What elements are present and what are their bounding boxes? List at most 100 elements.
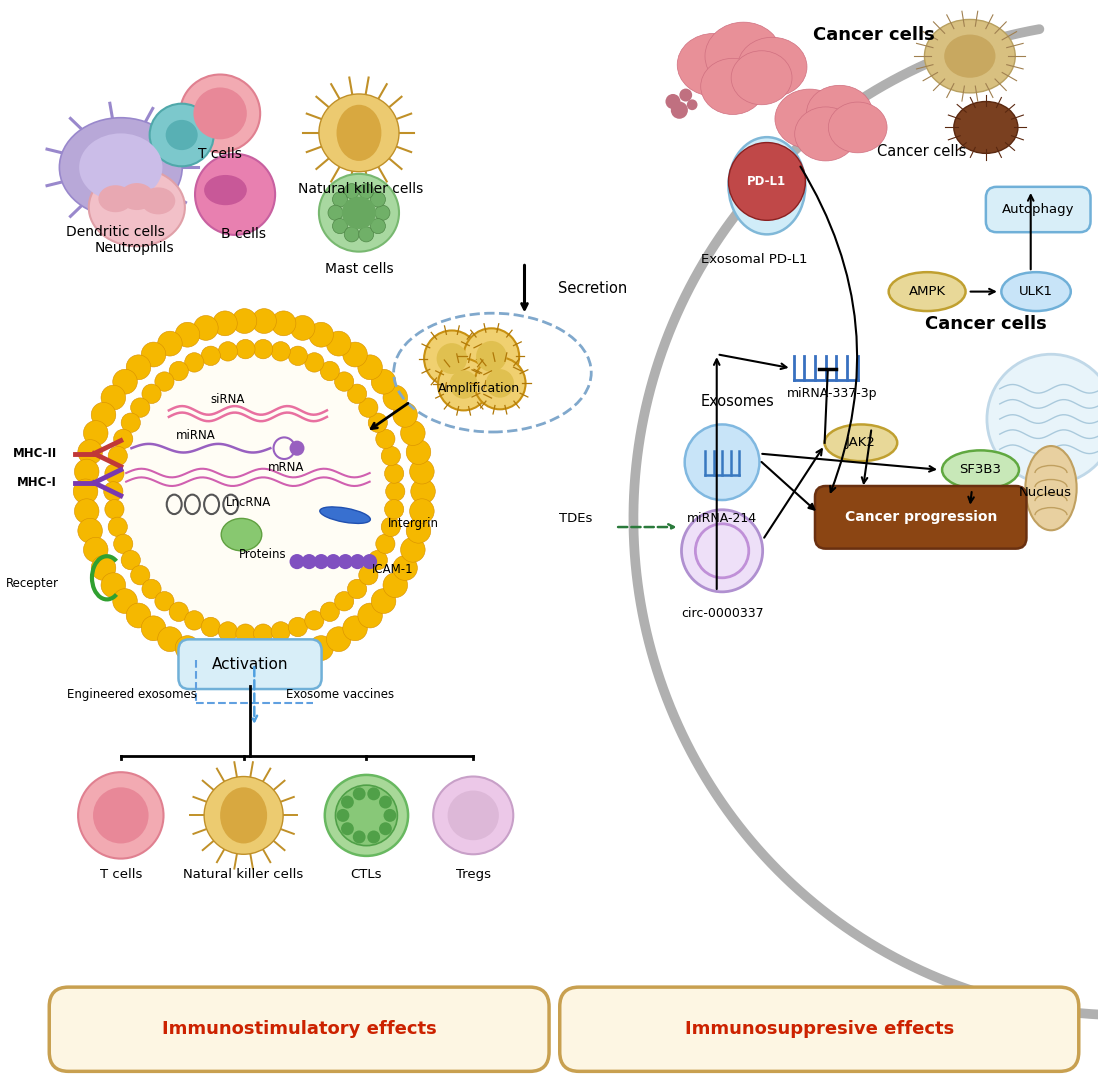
Circle shape xyxy=(368,551,388,570)
Circle shape xyxy=(321,362,339,381)
Circle shape xyxy=(251,309,277,334)
FancyBboxPatch shape xyxy=(179,639,322,689)
FancyBboxPatch shape xyxy=(986,187,1090,232)
Text: Neutrophils: Neutrophils xyxy=(94,242,175,255)
Text: B cells: B cells xyxy=(221,228,266,241)
Circle shape xyxy=(326,554,340,569)
Circle shape xyxy=(665,94,681,109)
Circle shape xyxy=(176,636,200,661)
FancyBboxPatch shape xyxy=(815,486,1027,549)
Circle shape xyxy=(131,566,149,585)
Circle shape xyxy=(142,342,166,367)
Circle shape xyxy=(401,538,425,563)
Text: AMPK: AMPK xyxy=(908,285,945,298)
Circle shape xyxy=(359,227,373,242)
Ellipse shape xyxy=(221,518,261,551)
Circle shape xyxy=(368,787,380,800)
Circle shape xyxy=(385,482,405,501)
Circle shape xyxy=(74,480,98,503)
Circle shape xyxy=(169,362,189,381)
Circle shape xyxy=(411,480,435,503)
Text: Cancer progression: Cancer progression xyxy=(844,511,997,524)
Circle shape xyxy=(113,535,133,554)
Ellipse shape xyxy=(925,19,1016,93)
Circle shape xyxy=(368,831,380,843)
Circle shape xyxy=(193,643,219,667)
Circle shape xyxy=(184,353,204,373)
Circle shape xyxy=(359,397,378,417)
Circle shape xyxy=(379,796,392,809)
Circle shape xyxy=(376,429,395,448)
Circle shape xyxy=(438,359,490,410)
Circle shape xyxy=(345,227,359,242)
Circle shape xyxy=(290,441,304,456)
Circle shape xyxy=(393,555,417,580)
Circle shape xyxy=(302,554,316,569)
Circle shape xyxy=(78,440,102,464)
Text: miRNA-214: miRNA-214 xyxy=(687,512,758,525)
Text: Exosomes: Exosomes xyxy=(701,394,774,409)
Text: Exosomal PD-L1: Exosomal PD-L1 xyxy=(701,253,807,266)
Text: Proteins: Proteins xyxy=(239,548,287,561)
Ellipse shape xyxy=(325,775,408,855)
Circle shape xyxy=(338,554,352,569)
Circle shape xyxy=(193,315,219,340)
Ellipse shape xyxy=(204,175,247,205)
Circle shape xyxy=(290,554,304,569)
Ellipse shape xyxy=(677,33,750,96)
Circle shape xyxy=(321,602,339,621)
Circle shape xyxy=(352,787,366,800)
Circle shape xyxy=(358,603,382,627)
Ellipse shape xyxy=(341,197,376,229)
Text: LncRNA: LncRNA xyxy=(226,496,271,509)
Text: miRNA-337-3p: miRNA-337-3p xyxy=(786,387,877,400)
Circle shape xyxy=(333,218,347,233)
Circle shape xyxy=(370,192,385,207)
Text: Nucleus: Nucleus xyxy=(1019,486,1072,499)
Circle shape xyxy=(93,787,148,843)
Circle shape xyxy=(376,205,390,220)
Ellipse shape xyxy=(888,272,965,311)
Ellipse shape xyxy=(825,424,897,461)
Circle shape xyxy=(201,618,221,637)
Circle shape xyxy=(477,341,506,372)
Circle shape xyxy=(158,626,182,651)
Circle shape xyxy=(370,218,385,233)
Circle shape xyxy=(83,420,108,445)
Text: Secretion: Secretion xyxy=(558,281,627,296)
Circle shape xyxy=(78,772,164,859)
Ellipse shape xyxy=(195,154,276,235)
Text: Tregs: Tregs xyxy=(456,868,491,881)
Circle shape xyxy=(213,647,237,672)
Text: Intergrin: Intergrin xyxy=(388,517,439,530)
Circle shape xyxy=(381,446,401,465)
Text: mRNA: mRNA xyxy=(268,461,304,474)
Circle shape xyxy=(108,517,127,537)
Circle shape xyxy=(376,535,395,554)
Circle shape xyxy=(219,341,237,361)
Text: Amplification: Amplification xyxy=(438,382,520,395)
Circle shape xyxy=(362,554,377,569)
Circle shape xyxy=(271,341,290,361)
Circle shape xyxy=(91,403,115,428)
Text: Natural killer cells: Natural killer cells xyxy=(183,868,304,881)
Circle shape xyxy=(254,624,272,644)
Ellipse shape xyxy=(705,23,782,91)
Ellipse shape xyxy=(99,185,133,212)
Circle shape xyxy=(213,311,237,336)
Circle shape xyxy=(232,309,257,334)
Circle shape xyxy=(121,413,141,432)
Ellipse shape xyxy=(728,137,805,234)
Text: Cancer cells: Cancer cells xyxy=(925,315,1046,333)
Circle shape xyxy=(309,636,334,661)
Circle shape xyxy=(201,346,221,365)
Circle shape xyxy=(437,343,467,374)
Circle shape xyxy=(359,566,378,585)
Ellipse shape xyxy=(828,102,887,152)
Circle shape xyxy=(728,143,805,220)
Circle shape xyxy=(383,809,396,822)
Circle shape xyxy=(314,554,328,569)
Circle shape xyxy=(271,647,295,672)
Circle shape xyxy=(341,822,354,835)
Circle shape xyxy=(142,616,166,640)
